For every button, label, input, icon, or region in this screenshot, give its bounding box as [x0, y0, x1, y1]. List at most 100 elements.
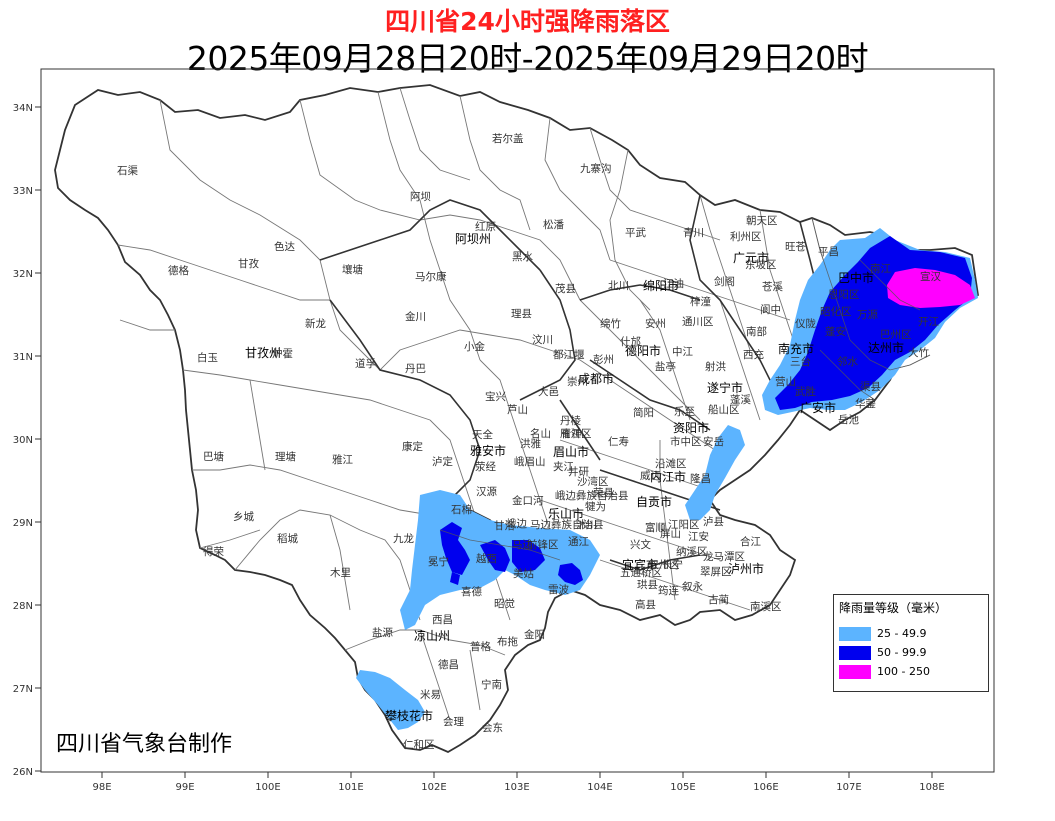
county-label: 市中区	[670, 435, 702, 448]
city-label: 达州市	[868, 340, 904, 355]
county-label: 松潘	[543, 218, 564, 231]
county-label: 开江	[918, 316, 939, 328]
county-boundaries-overlay	[439, 217, 931, 561]
county-label: 夹江	[553, 460, 574, 473]
lon-tick-label: 107E	[836, 782, 861, 793]
county-label: 利州区	[730, 231, 762, 243]
county-label: 越西	[476, 552, 497, 565]
county-label: 米易	[420, 688, 441, 701]
county-label: 旺苍	[785, 240, 806, 253]
county-label: 青神	[561, 427, 582, 440]
county-label: 华蓥	[855, 397, 876, 410]
county-label: 甘孜	[238, 257, 259, 270]
county-label: 雅江	[332, 453, 353, 466]
county-label: 安州	[645, 317, 666, 330]
lat-tick-label: 30N	[13, 435, 33, 446]
county-label: 红原	[475, 220, 496, 233]
county-label: 荣县	[593, 487, 614, 499]
county-label: 宣汉	[920, 270, 941, 283]
county-label: 泸县	[703, 516, 724, 528]
county-label: 通川区	[682, 316, 714, 328]
county-label: 大竹	[908, 346, 929, 359]
county-label: 九寨沟	[580, 162, 612, 175]
county-label: 渠县	[860, 381, 881, 393]
longitude-axis: 98E 99E 100E 101E 102E 103E 104E 105E 10…	[92, 772, 945, 793]
county-label: 康定	[402, 440, 423, 453]
sichuan-province-outline	[54, 84, 979, 754]
county-label: 石渠	[117, 165, 138, 177]
county-label: 绵竹	[600, 317, 621, 330]
county-label: 平昌	[818, 246, 839, 258]
county-label: 美姑	[513, 567, 534, 580]
county-label: 叙州区	[648, 558, 680, 571]
county-label: 普格	[470, 640, 491, 653]
legend-swatch-blue	[839, 646, 871, 660]
county-label: 若尔盖	[492, 132, 524, 145]
city-label: 广安市	[800, 400, 836, 415]
city-label: 眉山市	[553, 444, 589, 459]
county-label: 朝天区	[746, 215, 778, 227]
lat-tick-label: 27N	[13, 684, 33, 695]
county-label: 小金	[464, 340, 485, 353]
lat-tick-label: 34N	[13, 103, 33, 114]
county-label: 仁寿	[608, 435, 629, 448]
lat-tick-label: 32N	[13, 269, 33, 280]
county-label: 南江	[870, 262, 891, 275]
county-label: 平武	[625, 226, 646, 239]
county-label: 荥经	[475, 460, 496, 473]
county-label: 合江	[740, 535, 761, 548]
county-label: 丹巴	[405, 363, 426, 375]
county-label: 射洪	[705, 360, 726, 373]
county-label: 峨边	[506, 518, 527, 530]
county-label: 名山	[530, 427, 551, 440]
lat-tick-label: 28N	[13, 601, 33, 612]
lat-tick-label: 33N	[13, 186, 33, 197]
map-title: 四川省24小时强降雨落区	[385, 7, 670, 36]
county-label: 道孚	[355, 357, 376, 370]
county-label: 新龙	[305, 317, 326, 330]
county-label: 会东	[482, 721, 503, 734]
county-label: 仁和区	[403, 739, 435, 751]
county-label: 纳溪区	[676, 545, 708, 558]
county-label: 叙永	[682, 580, 703, 593]
county-label: 峨眉山	[514, 456, 546, 468]
county-label: 井研	[568, 465, 589, 478]
county-label: 色达	[274, 240, 295, 253]
county-label: 阆中	[760, 303, 781, 316]
county-label: 大邑	[538, 385, 559, 398]
county-label: 长宁	[662, 558, 683, 571]
county-label: 德格	[168, 264, 189, 277]
county-label: 盐源	[372, 626, 393, 639]
county-label: 江油	[663, 277, 684, 290]
county-labels: 石渠 若尔盖 九寨沟 阿坝 红原 松潘 平武 青川 朝天区 利州区 旺苍 德格 …	[117, 132, 941, 751]
city-label: 宜宾市	[622, 557, 658, 572]
legend-swatch-magenta	[839, 665, 871, 679]
city-label: 遂宁市	[707, 380, 743, 395]
county-label: 宁南	[481, 678, 502, 691]
county-label: 马边	[512, 539, 533, 551]
county-label: 沿滩区	[655, 457, 687, 470]
county-label: 江阳区	[668, 519, 700, 531]
county-label: 汉源	[476, 485, 497, 498]
county-boundaries	[117, 87, 931, 721]
county-label: 木里	[330, 567, 351, 579]
county-label: 恩阳区	[828, 289, 860, 301]
county-label: 丹棱	[560, 414, 581, 427]
city-label: 甘孜州	[245, 346, 281, 360]
county-label: 通江	[568, 536, 589, 548]
city-label: 内江市	[650, 469, 686, 484]
city-label: 攀枝花市	[385, 708, 433, 723]
county-label: 九龙	[393, 532, 414, 545]
county-label: 筠连	[658, 584, 679, 597]
county-label: 梓潼	[690, 295, 711, 308]
county-label: 仪陇	[795, 317, 816, 330]
county-label: 金口河	[512, 494, 544, 507]
county-label: 昭化区	[820, 305, 852, 318]
county-label: 南溪区	[750, 600, 782, 613]
county-label: 苍溪	[762, 280, 783, 293]
lon-tick-label: 103E	[504, 782, 529, 793]
county-label: 江安	[688, 530, 709, 543]
county-label: 蓬溪	[730, 394, 751, 406]
county-label: 武胜	[795, 385, 816, 398]
